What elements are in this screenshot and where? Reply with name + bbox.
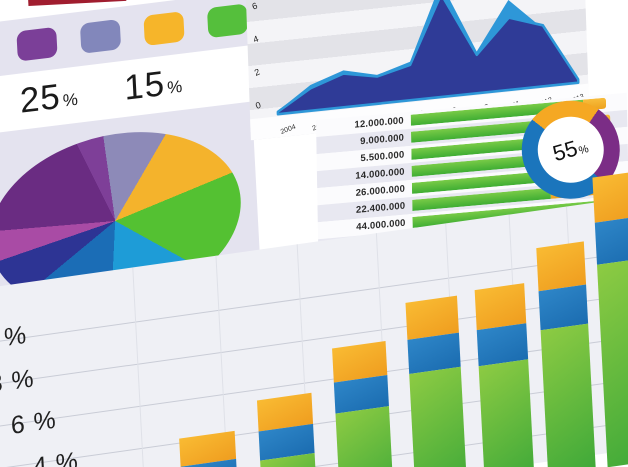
column-bar [474,283,535,467]
stat-secondary-unit: % [166,76,184,98]
column-bar [256,392,318,467]
column-ytick: 4 % [32,446,80,467]
column-bar [332,340,394,467]
slate-blue-swatch [79,18,122,54]
column-bar-yellow-segment [536,241,587,291]
column-bar-blue-segment [594,216,628,266]
green-swatch [206,3,249,39]
column-bar-blue-segment [538,284,589,331]
area-ytick: 4 [251,33,260,45]
column-bar [592,171,628,467]
column-gridline [0,287,628,390]
column-bar [179,430,239,467]
donut-center-label: 55 % [550,132,591,167]
stat-secondary-value: 15 [123,63,166,108]
column-bar-green-segment [540,323,596,467]
column-ytick: 10 % [0,320,28,358]
donut-unit: % [577,142,591,158]
column-bar [536,241,596,467]
red-accent-strip [28,0,127,6]
column-bar-green-segment [597,258,628,467]
stat-primary-value: 25 [18,76,62,121]
area-plot [272,0,580,117]
column-ytick: 8 % [0,364,36,399]
stat-secondary: 15 % [123,62,184,109]
column-bar [405,295,468,467]
column-bar-green-segment [409,366,468,467]
column-ytick: 6 % [10,405,58,440]
area-ytick: 2 [252,66,262,78]
column-gridline [0,329,628,432]
donut-value: 55 [550,135,581,167]
column-bar-green-segment [478,359,535,467]
area-ytick: 0 [254,99,263,111]
area-series [276,0,580,116]
column-bar-green-segment [335,406,394,467]
yellow-swatch [143,11,185,47]
column-bar-yellow-segment [474,283,527,330]
column-bar-yellow-segment [592,171,628,224]
column-vline [132,267,147,467]
area-chart [276,0,580,116]
stat-primary-unit: % [62,89,80,111]
purple-swatch [16,26,58,62]
area-ytick: 6 [250,0,259,12]
stat-primary: 25 % [19,74,80,121]
